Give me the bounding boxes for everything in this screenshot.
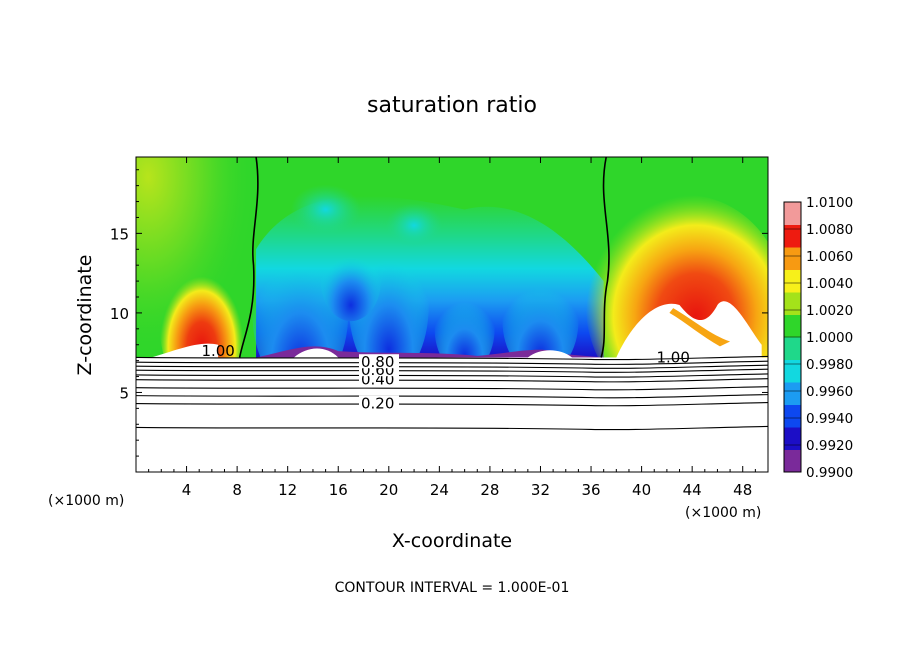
y-tick-label: 5 [119,384,129,402]
field-cyan [386,203,443,248]
x-axis-label: X-coordinate [392,530,512,552]
colorbar-label: 1.0060 [806,249,853,265]
colorbar-label: 1.0000 [806,330,853,346]
colorbar-label: 1.0080 [806,222,853,238]
colorbar-label: 0.9940 [806,411,853,427]
chart-title: saturation ratio [367,93,537,118]
colorbar-swatch [784,404,801,428]
contour-label-bg [358,354,399,369]
x-tick-label: 32 [531,481,550,499]
y-axis-label: Z-coordinate [74,255,96,376]
contour-label-bg [358,395,399,410]
x-tick-label: 36 [581,481,600,499]
x-tick-label: 20 [379,481,398,499]
colorbar-swatch [784,292,801,315]
colorbar-swatch [784,337,801,360]
colorbar-swatch [784,224,801,248]
field-white-left [151,343,219,358]
x-tick-label: 48 [733,481,752,499]
plot-area: 0.200.400.600.801.00 1.00 [136,157,768,472]
colorbar-label: 0.9920 [806,438,853,454]
field-right-streak [669,308,731,347]
subcloud-area [136,357,768,472]
field-cyan [290,184,361,235]
contour-label: 0.20 [361,395,394,413]
x-tick-label: 40 [632,481,651,499]
colorbar-swatch [784,427,801,450]
x-unit-right: (×1000 m) [685,505,761,521]
y-tick-label: 15 [110,225,129,243]
colorbar-swatch [784,269,801,293]
field-base-white [294,348,339,358]
contour-1-00-left [238,157,259,358]
field-base-purple [256,346,604,358]
colorbar-swatch [784,382,801,405]
contour-label-1-00: 1.00 [201,342,234,360]
x-tick-label: 8 [232,481,242,499]
contour-1-00-right [600,157,610,358]
contour-interval-note: CONTOUR INTERVAL = 1.000E-01 [335,580,570,596]
contour-line [136,364,768,369]
colorbar-swatch [784,314,801,338]
contour-line [136,425,768,431]
x-tick-label: 16 [329,481,348,499]
contour-line [136,394,768,399]
field-blob [502,265,579,376]
contour-label: 0.80 [361,353,394,371]
colorbar-swatch [784,247,801,270]
x-tick-label: 28 [480,481,499,499]
field-blob [320,241,381,322]
colorbar-label: 0.9960 [806,384,853,400]
x-tick-label: 4 [182,481,192,499]
x-tick-label: 12 [278,481,297,499]
colorbar-label: 1.0020 [806,303,853,319]
contour-label-1-00: 1.00 [656,348,689,366]
contour-line [136,378,768,383]
y-axis-ticks: 5 10 15 [110,169,768,457]
y-tick-label: 10 [110,305,129,323]
colorbar-label: 1.0040 [806,276,853,292]
field-base-white [527,350,573,358]
colorbar-label: 0.9900 [806,465,853,481]
contour-line [136,360,768,365]
contour-line [136,402,768,407]
contour-line [136,355,768,361]
colorbar-swatch [784,359,801,383]
x-axis-ticks: 4 8 12 16 20 24 28 32 36 40 44 48 [148,157,756,499]
x-unit-left: (×1000 m) [48,493,124,509]
x-tick-label: 24 [430,481,449,499]
contour-line [136,373,768,378]
colorbar-label: 0.9980 [806,357,853,373]
contour-line [136,386,768,391]
field-blob [434,283,495,374]
contour-line [136,368,768,373]
colorbar-swatch [784,449,801,473]
colorbar-swatch [784,202,801,225]
colorbar-label: 1.0100 [806,195,853,211]
x-tick-label: 44 [683,481,702,499]
colorbar: 1.0100 1.0080 1.0060 1.0040 1.0020 1.0000 0.99… [783,195,853,481]
